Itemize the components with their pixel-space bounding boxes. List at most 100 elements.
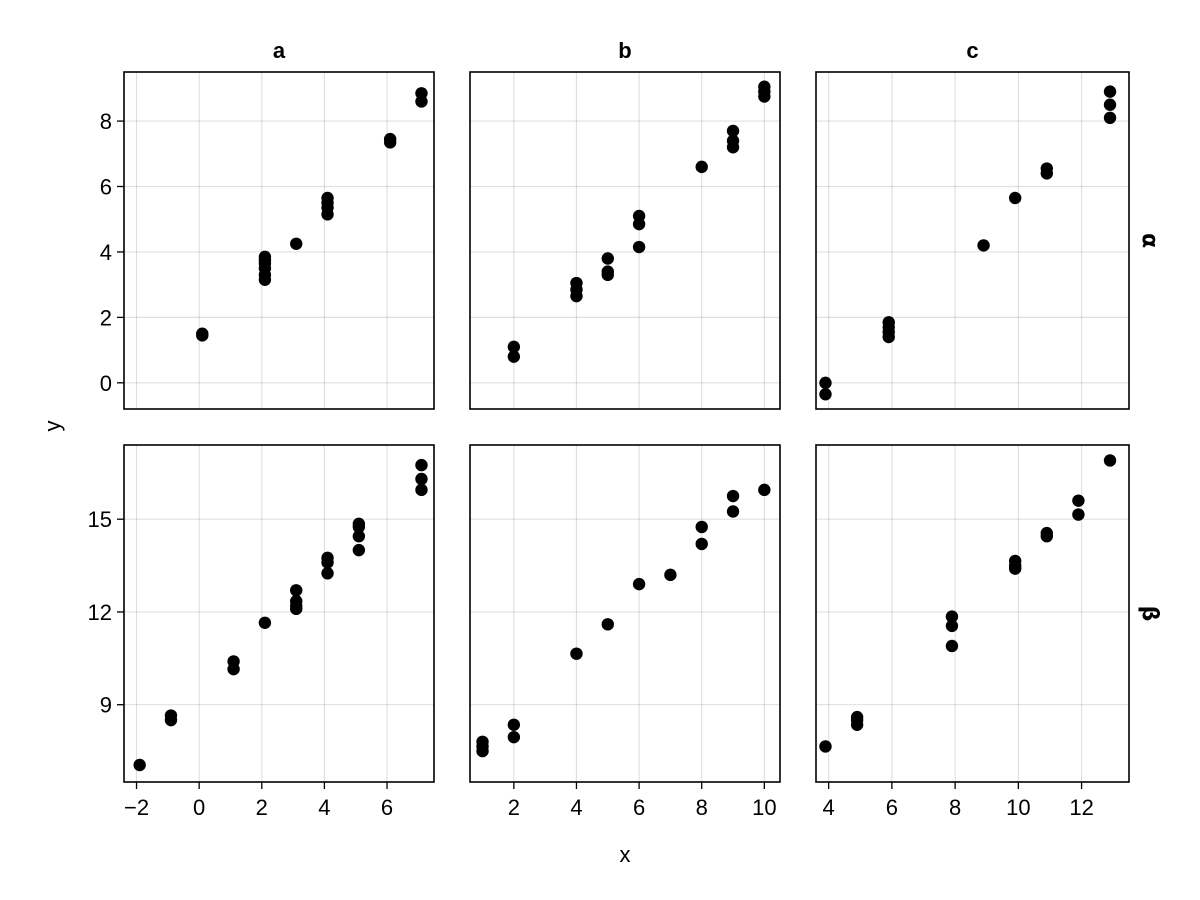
y-tick-label: 4	[100, 240, 112, 265]
data-point	[977, 239, 990, 252]
data-point	[695, 160, 708, 174]
panel-b-beta: 2 4 6 8 10	[469, 444, 781, 820]
data-point	[258, 616, 272, 629]
data-point	[1103, 85, 1117, 98]
row-title-beta: β	[1137, 606, 1162, 622]
panel-a-beta: 9 12 15 −2 0 2 4 6	[88, 444, 435, 820]
data-point	[352, 530, 366, 543]
x-tick-label: 10	[752, 795, 776, 820]
data-point	[758, 80, 771, 93]
titles-layer: a b c α β	[273, 38, 1162, 621]
panel-frame	[815, 444, 1130, 783]
data-point	[758, 483, 771, 497]
data-point	[632, 577, 646, 591]
panels-layer: 0 2 4 6 8 9 12 15 −2 0 2 4 6 2 4 6 8 10 4 6 8 10 12	[88, 71, 1130, 820]
data-point	[695, 537, 708, 551]
data-point	[415, 458, 428, 472]
data-point	[945, 639, 959, 653]
panel-frame	[815, 71, 1130, 410]
data-point	[726, 134, 740, 147]
data-point	[601, 252, 614, 265]
y-axis-label: y	[40, 421, 65, 432]
data-point	[819, 376, 832, 390]
data-point	[601, 618, 614, 631]
x-tick-label: 8	[949, 795, 961, 820]
data-point	[726, 124, 740, 138]
panel-c-beta: 4 6 8 10 12	[815, 444, 1130, 820]
data-point	[290, 237, 303, 250]
x-tick-label: 4	[823, 795, 835, 820]
data-point	[632, 209, 646, 223]
x-tick-label: 4	[318, 795, 330, 820]
data-point	[290, 594, 303, 608]
data-point	[507, 730, 521, 744]
data-point	[570, 647, 583, 660]
data-point	[1103, 98, 1117, 111]
data-point	[507, 350, 521, 363]
data-point	[1103, 111, 1117, 125]
y-tick-label: 2	[100, 305, 112, 330]
data-point	[1072, 508, 1085, 521]
x-tick-label: 2	[256, 795, 268, 820]
data-point	[945, 619, 959, 633]
x-tick-label: 6	[633, 795, 645, 820]
x-tick-label: 6	[381, 795, 393, 820]
data-point	[726, 505, 740, 518]
data-point	[352, 517, 366, 531]
data-point	[290, 584, 303, 597]
y-tick-label: 12	[88, 600, 112, 625]
x-tick-label: −2	[124, 795, 149, 820]
data-point	[321, 567, 334, 580]
x-tick-label: 6	[886, 795, 898, 820]
data-point	[415, 472, 428, 486]
x-axis-label: x	[620, 842, 631, 867]
data-point	[1008, 191, 1022, 205]
data-point	[507, 718, 521, 732]
data-point	[601, 265, 614, 278]
panel-frame	[123, 444, 435, 783]
column-title-c: c	[966, 38, 978, 63]
data-point	[383, 132, 397, 146]
panel-frame	[469, 444, 781, 783]
data-point	[352, 543, 366, 557]
data-point	[227, 655, 240, 668]
data-point	[258, 250, 272, 264]
x-tick-label: 2	[508, 795, 520, 820]
y-tick-label: 9	[100, 693, 112, 718]
data-point	[695, 520, 708, 534]
x-tick-label: 8	[696, 795, 708, 820]
data-point	[1103, 454, 1117, 467]
data-point	[476, 735, 489, 749]
column-title-b: b	[618, 38, 631, 63]
data-point	[570, 276, 583, 290]
data-point	[164, 709, 178, 722]
x-tick-label: 0	[193, 795, 205, 820]
data-point	[196, 329, 209, 342]
data-point	[415, 87, 428, 100]
data-point	[321, 551, 334, 565]
data-point	[1072, 494, 1085, 507]
panel-b-alpha	[469, 71, 781, 410]
data-point	[1040, 162, 1053, 175]
data-point	[819, 740, 832, 753]
data-point	[819, 388, 832, 401]
y-tick-label: 0	[100, 371, 112, 396]
data-point	[632, 240, 646, 254]
panel-a-alpha: 0 2 4 6 8	[100, 71, 435, 410]
data-point	[507, 340, 521, 354]
y-tick-label: 6	[100, 175, 112, 200]
data-point	[945, 610, 959, 623]
y-tick-label: 8	[100, 109, 112, 134]
row-title-alpha: α	[1137, 233, 1162, 248]
data-point	[1040, 526, 1053, 540]
data-point	[850, 710, 864, 724]
data-point	[726, 489, 740, 503]
data-point	[415, 483, 428, 497]
data-point	[664, 568, 677, 582]
data-point	[882, 316, 895, 329]
y-tick-label: 15	[88, 507, 112, 532]
data-point	[1008, 554, 1022, 568]
panel-c-alpha	[815, 71, 1130, 410]
x-tick-label: 4	[570, 795, 582, 820]
